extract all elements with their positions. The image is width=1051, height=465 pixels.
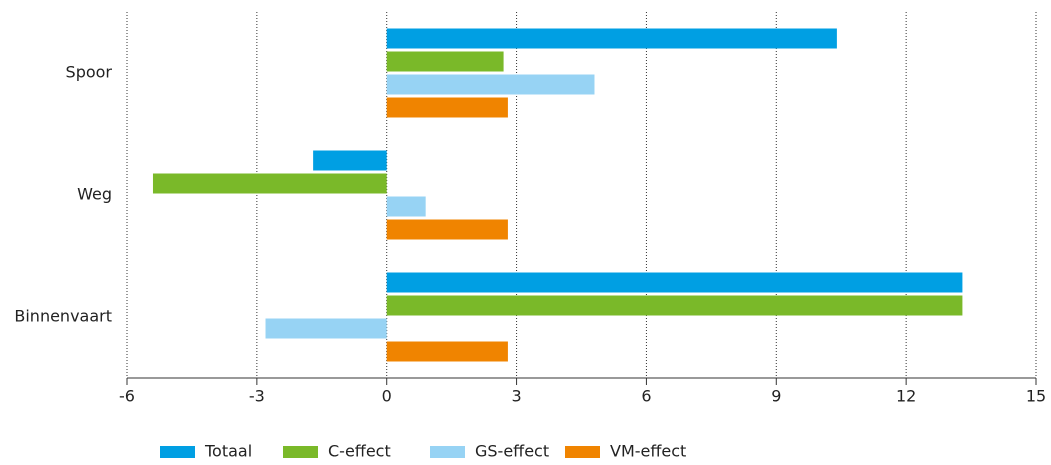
bar xyxy=(386,97,508,118)
legend-swatch xyxy=(283,446,318,458)
x-tick-label: -6 xyxy=(119,387,135,406)
x-tick-label: 3 xyxy=(511,387,521,406)
x-tick-label: 6 xyxy=(641,387,651,406)
bar xyxy=(386,341,508,362)
bar xyxy=(152,173,387,194)
x-tick-label: -3 xyxy=(249,387,265,406)
legend-swatch xyxy=(430,446,465,458)
bar xyxy=(386,51,504,72)
bar xyxy=(386,272,963,293)
bar xyxy=(386,219,508,240)
bar xyxy=(386,295,963,316)
legend-label: Totaal xyxy=(204,442,252,461)
legend-swatch xyxy=(565,446,600,458)
legend-label: GS-effect xyxy=(475,442,549,461)
bar xyxy=(313,150,387,171)
x-tick-label: 15 xyxy=(1026,387,1046,406)
x-tick-label: 0 xyxy=(382,387,392,406)
x-tick-label: 12 xyxy=(896,387,916,406)
x-tick-label: 9 xyxy=(771,387,781,406)
y-tick-label: Spoor xyxy=(66,63,113,82)
bar xyxy=(265,318,387,339)
legend-label: C-effect xyxy=(328,442,391,461)
y-tick-label: Weg xyxy=(77,185,112,204)
y-tick-label: Binnenvaart xyxy=(14,307,112,326)
legend-label: VM-effect xyxy=(610,442,686,461)
bar xyxy=(386,28,837,49)
legend-swatch xyxy=(160,446,195,458)
bar xyxy=(386,196,426,217)
bar xyxy=(386,74,595,95)
